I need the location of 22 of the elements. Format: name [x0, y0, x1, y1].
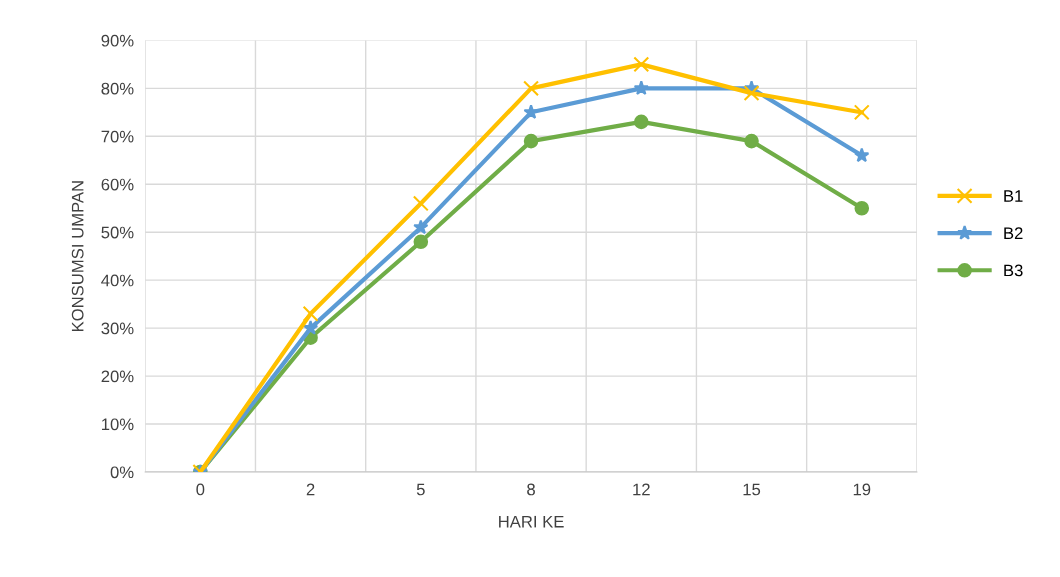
y-tick-label: 60% [101, 178, 134, 191]
y-tick-label: 90% [101, 34, 134, 47]
y-tick-label: 20% [101, 370, 134, 383]
x-tick-label: 0 [196, 483, 205, 496]
y-tick-label: 40% [101, 274, 134, 287]
x-tick-label: 12 [633, 483, 650, 496]
x-tick-label: 5 [416, 483, 425, 496]
y-axis-title: KONSUMSI UMPAN [71, 181, 84, 332]
x-tick-label: 19 [853, 483, 871, 496]
y-tick-label: 70% [101, 130, 134, 143]
legend-label: B2 [1004, 227, 1023, 239]
y-tick-label: 50% [101, 226, 134, 239]
y-tick-label: 10% [102, 418, 134, 431]
x-tick-label: 8 [527, 483, 535, 496]
y-tick-label: 0% [110, 466, 134, 479]
y-tick-label: 30% [101, 322, 134, 335]
x-tick-label: 15 [743, 483, 761, 496]
legend-label: B3 [1004, 264, 1023, 277]
x-tick-label: 2 [306, 483, 315, 496]
y-tick-label: 80% [101, 82, 134, 95]
x-axis-title: HARI KE [499, 515, 564, 528]
legend-label: B1 [1004, 190, 1023, 202]
